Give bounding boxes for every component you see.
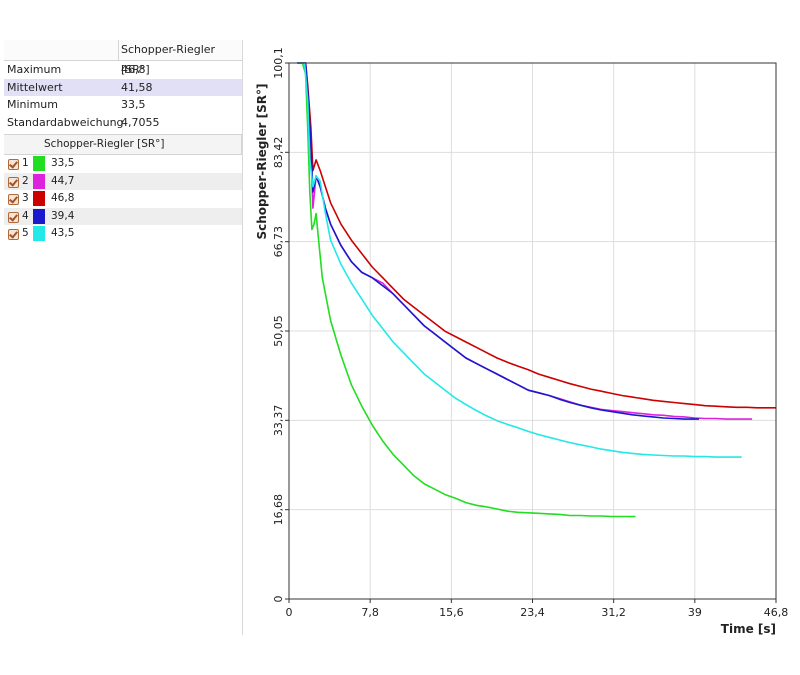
- series-color-swatch: [33, 156, 45, 171]
- series-row[interactable]: 5 43,5: [4, 225, 242, 243]
- y-tick-label: 50,05: [272, 315, 285, 347]
- plot-frame: [288, 62, 777, 600]
- y-tick-label: 66,73: [272, 226, 285, 258]
- series-value: 39,4: [51, 209, 75, 222]
- stats-value: 4,7055: [121, 115, 160, 129]
- series-index: 4: [22, 209, 29, 222]
- series-line-2: [297, 62, 753, 420]
- x-tick-label: 23,4: [520, 606, 545, 619]
- series-index: 2: [22, 174, 29, 187]
- x-axis-label: Time [s]: [721, 622, 776, 636]
- series-line-1: [297, 62, 636, 518]
- left-panel: Schopper-Riegler [SR°] Maximum 46,8 Mitt…: [4, 40, 242, 635]
- series-header: Schopper-Riegler [SR°]: [4, 134, 242, 155]
- series-line-3: [297, 62, 776, 409]
- series-index: 1: [22, 157, 29, 169]
- stats-label: Minimum: [7, 98, 58, 111]
- y-tick-label: 16,68: [272, 494, 285, 526]
- grid-layer: [288, 62, 777, 600]
- series-color-swatch: [33, 208, 45, 224]
- series-color-swatch: [33, 226, 45, 241]
- series-index: 3: [22, 192, 29, 204]
- series-line-4: [297, 62, 699, 420]
- series-layer: [297, 62, 776, 518]
- series-row[interactable]: 1 33,5: [4, 155, 242, 173]
- x-tick-label: 7,8: [361, 606, 379, 619]
- y-tick-label: 33,37: [272, 405, 285, 437]
- statistics-table: Schopper-Riegler [SR°] Maximum 46,8 Mitt…: [4, 40, 242, 131]
- stats-label: Standardabweichung: [7, 115, 124, 129]
- statistics-column-header[interactable]: Schopper-Riegler [SR°]: [118, 40, 242, 76]
- series-checkbox[interactable]: [8, 194, 19, 205]
- series-checkbox[interactable]: [8, 159, 19, 170]
- series-row[interactable]: 3 46,8: [4, 190, 242, 208]
- y-tick-label: 83,42: [272, 137, 285, 169]
- y-axis-label: Schopper-Riegler [SR°]: [255, 83, 269, 239]
- y-tick-label: 0: [272, 596, 285, 603]
- stats-row-maximum[interactable]: Maximum 46,8: [4, 61, 242, 79]
- tick-layer: 0 7,8 15,6 23,4 31,2 39 46,8 0 16,68 33,37 50,05 66…: [272, 47, 788, 619]
- series-row[interactable]: 2 44,7: [4, 172, 242, 190]
- statistics-header: Schopper-Riegler [SR°]: [4, 40, 242, 76]
- splitter-handle[interactable]: [242, 40, 243, 635]
- series-value: 44,7: [51, 174, 75, 187]
- stats-row-mittelwert[interactable]: Mittelwert 41,58: [4, 78, 242, 96]
- stats-value: 41,58: [121, 80, 153, 94]
- series-color-swatch: [33, 173, 45, 189]
- stats-label: Maximum: [7, 63, 62, 76]
- y-tick-label: 100,1: [272, 47, 285, 79]
- series-value: 43,5: [51, 227, 75, 239]
- series-column-header[interactable]: Schopper-Riegler [SR°]: [44, 138, 165, 150]
- stats-row-standardabweichung[interactable]: Standardabweichung 4,7055: [4, 114, 242, 132]
- series-rows: 1 33,5 2 44,7 3 46,8 4 39,4 5 43,5: [4, 155, 242, 243]
- series-line-5: [297, 62, 742, 458]
- series-row[interactable]: 4 39,4: [4, 207, 242, 225]
- stats-value: 33,5: [121, 98, 146, 111]
- series-value: 46,8: [51, 192, 75, 204]
- series-checkbox[interactable]: [8, 211, 19, 223]
- x-tick-label: 15,6: [439, 606, 464, 619]
- series-checkbox[interactable]: [8, 176, 19, 188]
- series-table: Schopper-Riegler [SR°] 1 33,5 2 44,7 3 46,8 4 3…: [4, 134, 242, 243]
- series-value: 33,5: [51, 157, 75, 169]
- x-tick-label: 31,2: [601, 606, 626, 619]
- stats-row-minimum[interactable]: Minimum 33,5: [4, 96, 242, 114]
- x-tick-label: 0: [286, 606, 293, 619]
- x-tick-label: 46,8: [764, 606, 789, 619]
- x-tick-label: 39: [688, 606, 702, 619]
- series-color-swatch: [33, 191, 45, 206]
- stats-label: Mittelwert: [7, 80, 63, 94]
- stats-value: 46,8: [121, 63, 146, 76]
- series-checkbox[interactable]: [8, 229, 19, 240]
- series-index: 5: [22, 227, 29, 239]
